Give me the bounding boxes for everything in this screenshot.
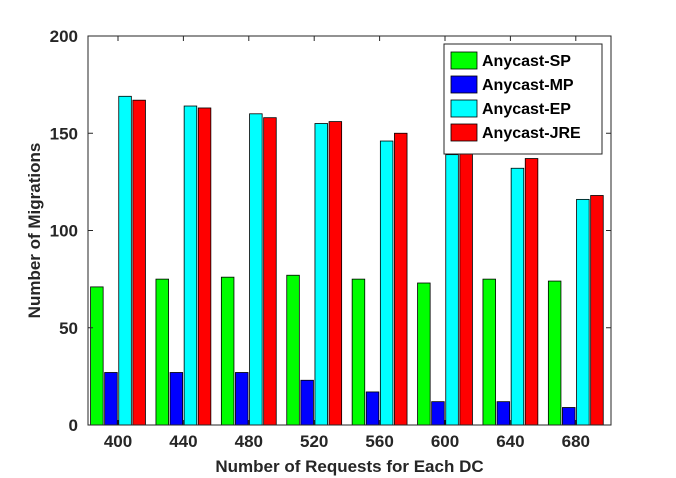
legend-swatch-anycast-sp [450, 51, 478, 70]
bar-anycast-mp-680 [562, 407, 576, 426]
bar-anycast-jre-560 [394, 132, 408, 426]
y-tick-label: 100 [50, 222, 78, 241]
legend-label-anycast-jre: Anycast-JRE [482, 125, 581, 142]
legend-swatch-anycast-mp [450, 75, 478, 94]
bar-anycast-sp-560 [351, 278, 366, 426]
bar-anycast-sp-520 [286, 274, 300, 426]
legend: Anycast-SP Anycast-MP Anycast-EP Anycast-JR… [443, 43, 603, 155]
bar-anycast-ep-440 [183, 105, 198, 426]
y-axis-label: Number of Migrations [25, 143, 44, 319]
legend-swatch-anycast-jre [450, 123, 478, 142]
x-tick-label: 480 [235, 432, 263, 451]
legend-label-anycast-mp: Anycast-MP [482, 77, 574, 94]
bar-anycast-mp-520 [300, 379, 314, 426]
bar-anycast-mp-560 [365, 391, 380, 426]
y-tick-label: 50 [59, 319, 78, 338]
bar-anycast-ep-520 [314, 123, 328, 426]
x-tick-label: 600 [431, 432, 459, 451]
y-tick-label: 200 [50, 27, 78, 46]
y-tick-label: 150 [50, 124, 78, 143]
bar-anycast-sp-440 [155, 278, 169, 426]
bar-anycast-mp-400 [104, 372, 118, 426]
ticks-group: 0 50 100 150 200 400 440 480 520 560 600 640 680 [50, 27, 611, 451]
bar-anycast-sp-600 [417, 282, 431, 426]
bar-anycast-jre-640 [524, 158, 539, 426]
legend-label-anycast-sp: Anycast-SP [482, 53, 571, 70]
bar-anycast-jre-680 [590, 195, 604, 426]
bar-anycast-sp-480 [220, 276, 235, 426]
x-axis-label: Number of Requests for Each DC [215, 457, 483, 476]
bar-anycast-sp-400 [90, 286, 104, 426]
bar-anycast-jre-440 [197, 107, 212, 426]
bar-anycast-jre-400 [132, 99, 146, 426]
x-tick-label: 400 [104, 432, 132, 451]
bar-anycast-ep-600 [445, 154, 459, 426]
bar-anycast-ep-400 [118, 95, 132, 426]
bar-anycast-ep-480 [249, 113, 263, 426]
bar-anycast-ep-560 [379, 140, 394, 426]
bar-anycast-mp-640 [496, 401, 511, 426]
bars-group [90, 95, 604, 426]
bar-anycast-sp-680 [547, 280, 562, 426]
x-tick-label: 440 [169, 432, 197, 451]
legend-label-anycast-ep: Anycast-EP [482, 101, 571, 118]
bar-anycast-sp-640 [482, 278, 496, 426]
bar-anycast-ep-680 [576, 198, 590, 426]
bar-anycast-jre-480 [263, 117, 277, 426]
bar-anycast-jre-520 [328, 121, 343, 426]
x-tick-label: 520 [300, 432, 328, 451]
x-tick-label: 680 [562, 432, 590, 451]
bar-anycast-mp-600 [431, 401, 445, 426]
x-tick-label: 560 [365, 432, 393, 451]
legend-swatch-anycast-ep [450, 99, 478, 118]
y-tick-label: 0 [69, 416, 78, 435]
x-tick-label: 640 [496, 432, 524, 451]
bar-anycast-ep-640 [510, 167, 525, 426]
bar-anycast-mp-440 [169, 372, 184, 426]
bar-anycast-mp-480 [235, 372, 249, 426]
bar-anycast-jre-600 [459, 144, 473, 426]
